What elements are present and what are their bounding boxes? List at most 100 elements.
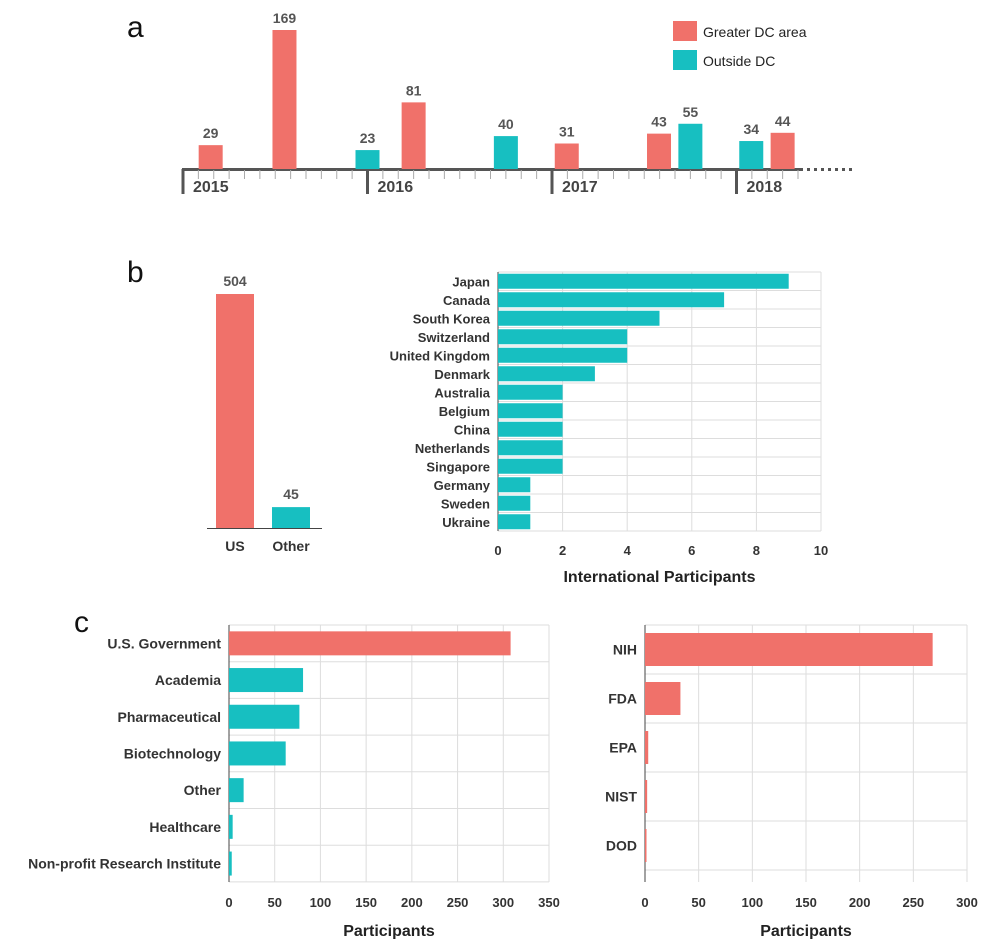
category-label: NIST: [605, 789, 637, 805]
bar: [498, 310, 660, 326]
bar: [498, 347, 628, 363]
category-label: Australia: [434, 385, 490, 400]
x-tick-label: 50: [267, 895, 281, 910]
bar-value-label: 169: [273, 10, 297, 26]
category-label: U.S. Government: [107, 635, 221, 651]
panel-label-a: a: [127, 11, 144, 44]
bar: [498, 292, 725, 308]
category-label: South Korea: [413, 311, 491, 326]
bar: [645, 682, 681, 715]
x-tick-label: 300: [492, 895, 514, 910]
bar: [229, 704, 300, 729]
bar-value-label: 504: [223, 273, 247, 289]
panel-label-b: b: [127, 256, 144, 289]
bar-value-label: 34: [743, 121, 759, 137]
bar-value-label: 23: [360, 130, 376, 146]
x-tick-label: 0: [494, 543, 501, 558]
category-label: Denmark: [434, 367, 490, 382]
bar: [229, 631, 511, 656]
bar-value-label: 29: [203, 125, 219, 141]
year-label: 2016: [378, 179, 414, 196]
bar: [498, 421, 563, 437]
category-label: US: [225, 538, 244, 554]
sector-chart: 0 50 100 150 200 250 300 350 U.S. Government Acad…: [28, 624, 560, 939]
bar: [739, 141, 764, 169]
bar: [645, 731, 649, 764]
bar: [272, 30, 297, 169]
bar: [645, 829, 647, 862]
bar: [678, 123, 703, 169]
legend-label-outside-dc: Outside DC: [703, 53, 775, 69]
us-vs-other-chart: 504 US 45 Other: [207, 273, 322, 554]
x-tick-label: 200: [849, 895, 871, 910]
x-tick-label: 10: [814, 543, 828, 558]
bar-value-label: 55: [683, 104, 699, 120]
bar-value-label: 81: [406, 82, 422, 98]
bar: [272, 507, 310, 528]
x-axis-title: Participants: [343, 923, 435, 939]
bar-value-label: 31: [559, 124, 575, 140]
year-label: 2015: [193, 179, 229, 196]
x-axis-title: International Participants: [563, 569, 755, 586]
bar: [401, 102, 426, 169]
bar: [229, 741, 286, 766]
bar: [498, 366, 595, 382]
bar: [554, 143, 579, 169]
bar: [645, 780, 648, 813]
year-label: 2017: [562, 179, 598, 196]
x-tick-label: 150: [795, 895, 817, 910]
bar: [498, 273, 789, 289]
x-tick-label: 200: [401, 895, 423, 910]
legend-label-greater-dc: Greater DC area: [703, 24, 807, 40]
x-tick-label: 8: [753, 543, 760, 558]
panel-label-c: c: [74, 606, 89, 639]
x-tick-label: 250: [447, 895, 469, 910]
category-label: Singapore: [426, 459, 490, 474]
bar: [498, 440, 563, 456]
bar: [498, 477, 531, 493]
x-tick-label: 300: [956, 895, 978, 910]
category-label: Germany: [434, 478, 491, 493]
x-tick-label: 2: [559, 543, 566, 558]
bar: [355, 150, 380, 169]
category-label: EPA: [609, 740, 637, 756]
category-label: NIH: [613, 642, 637, 658]
bar: [647, 133, 672, 169]
x-tick-label: 0: [225, 895, 232, 910]
category-label: DOD: [606, 838, 637, 854]
category-label: Academia: [155, 672, 221, 688]
bar: [498, 403, 563, 419]
category-label: Netherlands: [415, 441, 490, 456]
legend-swatch-outside-dc: [673, 50, 697, 70]
legend: Greater DC area Outside DC: [673, 21, 807, 70]
category-label: Belgium: [439, 404, 490, 419]
x-tick-label: 50: [691, 895, 705, 910]
category-label: Ukraine: [442, 515, 490, 530]
bar: [498, 495, 531, 511]
category-label: Biotechnology: [124, 745, 221, 761]
bar-value-label: 45: [283, 486, 299, 502]
timeline-chart: 2015 2016 2017 2018 29 169 23 81 40 31 43 55 34 44: [181, 10, 855, 196]
bar: [216, 294, 254, 528]
category-label: Healthcare: [149, 819, 221, 835]
government-agency-chart: 0 50 100 150 200 250 300 NIH FDA EPA NIST DOD Partic…: [605, 624, 978, 939]
bar: [498, 384, 563, 400]
category-label: China: [454, 422, 491, 437]
bar-value-label: 44: [775, 113, 791, 129]
category-label: Other: [184, 782, 222, 798]
bar: [229, 778, 244, 803]
international-participants-chart: 0 2 4 6 8 10 Japan Canada South Korea Switzerland…: [390, 271, 828, 586]
bar: [498, 514, 531, 530]
category-label: United Kingdom: [390, 348, 490, 363]
legend-swatch-greater-dc: [673, 21, 697, 41]
x-axis-title: Participants: [760, 923, 852, 939]
bar: [645, 633, 933, 666]
x-tick-label: 350: [538, 895, 560, 910]
bar: [229, 851, 232, 876]
bar: [229, 668, 304, 693]
x-tick-label: 250: [902, 895, 924, 910]
category-label: Switzerland: [418, 330, 490, 345]
x-tick-label: 100: [310, 895, 332, 910]
bar: [493, 136, 518, 169]
